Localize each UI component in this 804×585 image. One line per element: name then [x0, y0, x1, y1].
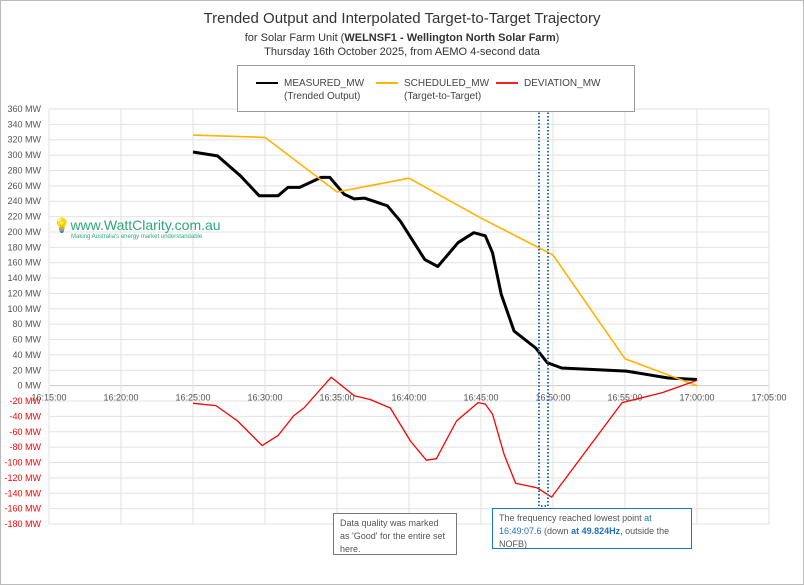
data-quality-note: Data quality was marked as 'Good' for th…: [333, 513, 457, 555]
series-line-scheduled-mw: [192, 134, 698, 387]
legend-label: MEASURED_MW: [284, 78, 365, 89]
x-tick-label: 16:30:00: [247, 393, 282, 403]
legend: MEASURED_MW (Trended Output) SCHEDULED_MW…: [237, 65, 635, 112]
y-tick-label: 200 MW: [7, 227, 41, 237]
y-tick-label: 340 MW: [7, 119, 41, 129]
note-frequency: at 49.824Hz: [571, 526, 621, 536]
subtitle-suffix: ): [555, 32, 560, 44]
y-tick-label: 280 MW: [7, 165, 41, 175]
note-text: , outside the NOFB): [499, 526, 670, 549]
series-line-measured-mw: [192, 150, 698, 381]
y-tick-label: 20 MW: [12, 365, 41, 375]
frequency-note: The frequency reached lowest point at 16…: [492, 508, 692, 549]
y-tick-label: 0 MW: [18, 381, 42, 391]
x-tick-label: 16:35:00: [319, 393, 354, 403]
y-tick-label: 40 MW: [12, 350, 41, 360]
note-time: at 16:49:07.6: [499, 513, 652, 536]
x-tick-label: 16:25:00: [175, 393, 210, 403]
y-tick-label: 220 MW: [7, 212, 41, 222]
chart-subtitle-date: Thursday 16th October 2025, from AEMO 4-…: [264, 46, 540, 58]
legend-label: DEVIATION_MW: [524, 78, 601, 89]
x-tick-label: 17:00:00: [679, 393, 714, 403]
legend-swatch-scheduled: [376, 82, 398, 84]
watermark-tagline: Making Australia's energy market underst…: [71, 234, 203, 240]
unit-name: WELNSF1 - Wellington North Solar Farm: [344, 32, 556, 44]
bulb-icon: 💡: [53, 217, 71, 233]
note-text: The frequency reached lowest point: [499, 513, 645, 523]
x-tick-label: 16:45:00: [463, 393, 498, 403]
y-tick-label: 360 MW: [7, 104, 41, 114]
chart-subtitle: for Solar Farm Unit (WELNSF1 - Wellingto…: [1, 32, 803, 44]
y-tick-label: -100 MW: [4, 458, 41, 468]
legend-scheduled: SCHEDULED_MW (Target-to-Target): [376, 77, 490, 103]
legend-label: SCHEDULED_MW: [404, 78, 490, 89]
y-tick-label: -120 MW: [4, 473, 41, 483]
x-tick-label: 17:05:00: [751, 393, 786, 403]
y-tick-label: 240 MW: [7, 196, 41, 206]
legend-sublabel: (Target-to-Target): [404, 91, 482, 102]
legend-deviation: DEVIATION_MW: [496, 77, 601, 90]
legend-sublabel: (Trended Output): [284, 91, 361, 102]
y-tick-label: -20 MW: [10, 396, 42, 406]
y-tick-label: 140 MW: [7, 273, 41, 283]
legend-swatch-measured: [256, 82, 278, 84]
y-tick-label: -140 MW: [4, 488, 41, 498]
x-tick-label: 16:50:00: [535, 393, 570, 403]
chart-title: Trended Output and Interpolated Target-t…: [203, 10, 601, 27]
y-tick-label: 320 MW: [7, 135, 41, 145]
y-tick-label: 180 MW: [7, 242, 41, 252]
wattclarity-watermark: 💡www.WattClarity.com.au Making Australia'…: [53, 217, 221, 240]
x-tick-label: 16:55:00: [607, 393, 642, 403]
series-line-deviation-mw: [192, 376, 698, 498]
note-text: (down: [541, 526, 572, 536]
y-tick-label: 100 MW: [7, 304, 41, 314]
y-tick-label: -60 MW: [10, 427, 42, 437]
y-tick-label: 80 MW: [12, 319, 41, 329]
y-tick-label: -40 MW: [10, 411, 42, 421]
y-tick-label: -80 MW: [10, 442, 42, 452]
x-tick-label: 16:40:00: [391, 393, 426, 403]
y-tick-label: -160 MW: [4, 504, 41, 514]
y-tick-label: 60 MW: [12, 335, 41, 345]
y-tick-label: 300 MW: [7, 150, 41, 160]
legend-measured: MEASURED_MW (Trended Output): [256, 77, 365, 103]
watermark-text: www.WattClarity.com.au: [70, 217, 221, 233]
y-tick-label: 120 MW: [7, 288, 41, 298]
subtitle-prefix: for Solar Farm Unit (: [244, 32, 345, 44]
y-tick-label: 260 MW: [7, 181, 41, 191]
x-tick-label: 16:20:00: [103, 393, 138, 403]
y-tick-label: -180 MW: [4, 519, 41, 529]
y-tick-label: 160 MW: [7, 258, 41, 268]
x-tick-label: 16:15:00: [31, 393, 66, 403]
legend-swatch-deviation: [496, 82, 518, 84]
